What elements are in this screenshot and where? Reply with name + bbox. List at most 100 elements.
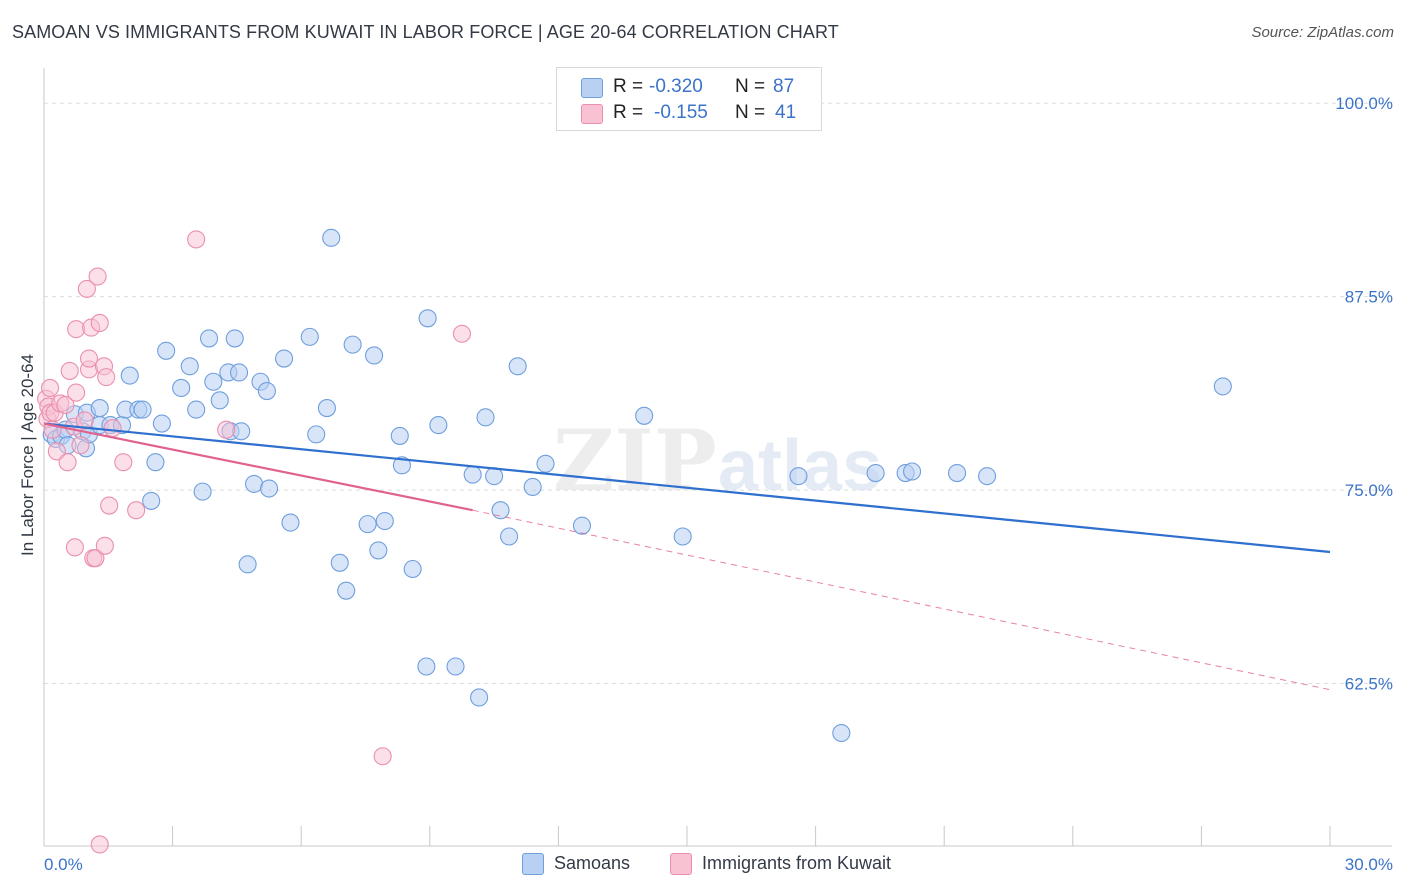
kuwait-point — [452, 324, 472, 343]
chart-title: SAMOAN VS IMMIGRANTS FROM KUWAIT IN LABO… — [12, 22, 839, 42]
y-tick-labels: 62.5% 75.0% 87.5% 100.0% — [1335, 94, 1393, 693]
samoans-point — [90, 399, 109, 418]
samoans-point — [337, 581, 356, 600]
kuwait-point — [97, 368, 116, 387]
samoans-point — [673, 527, 692, 546]
samoans-point — [225, 329, 244, 348]
kuwait-point — [65, 538, 84, 557]
kuwait-point — [40, 378, 60, 397]
kuwait-point — [67, 320, 86, 339]
kuwait-point — [88, 267, 107, 286]
kuwait-point — [71, 436, 90, 455]
samoans-point — [210, 391, 229, 410]
samoans-point — [418, 309, 437, 328]
kuwait-point — [77, 279, 96, 298]
samoans-point — [789, 467, 808, 486]
samoans-point — [403, 559, 422, 579]
kuwait-point — [60, 361, 79, 380]
samoans-point — [832, 723, 851, 743]
samoans-point — [390, 426, 409, 445]
samoans-point — [204, 372, 223, 391]
kuwait-points — [37, 230, 472, 854]
samoans-point — [523, 477, 542, 497]
samoans-point — [300, 327, 319, 346]
samoans-point — [120, 366, 139, 385]
legend-n-label: N = — [735, 102, 766, 123]
kuwait-point — [95, 536, 114, 555]
samoans-point — [572, 516, 592, 535]
samoans-point — [470, 688, 489, 707]
legend-swatch-kuwait — [581, 104, 603, 124]
samoans-point — [485, 467, 504, 486]
bottom-legend-swatch-kuwait — [670, 853, 692, 875]
y-tick-label: 75.0% — [1345, 481, 1393, 500]
x-tick-labels: 0.0% 30.0% — [44, 855, 1393, 874]
legend-r-value-samoans: -0.320 — [649, 76, 703, 97]
samoans-point — [238, 555, 257, 574]
kuwait-point — [90, 835, 109, 854]
kuwait-point — [67, 383, 86, 402]
samoans-point — [358, 515, 377, 534]
samoans-point — [429, 416, 448, 435]
y-tick-label: 100.0% — [1335, 94, 1393, 113]
legend-n-label: N = — [735, 76, 766, 97]
kuwait-point — [187, 230, 206, 249]
samoans-point — [244, 474, 264, 493]
kuwait-point — [127, 501, 146, 520]
samoans-point — [866, 464, 885, 483]
samoans-point — [491, 501, 510, 520]
kuwait-point — [100, 496, 119, 515]
samoans-point — [476, 408, 495, 427]
samoans-point — [635, 406, 654, 425]
samoans-point — [193, 482, 212, 501]
kuwait-point — [47, 442, 66, 461]
samoans-point — [307, 425, 326, 444]
samoans-point — [978, 467, 997, 486]
samoans-point — [180, 357, 199, 376]
kuwait-trend-line — [43, 422, 473, 512]
x-ticks — [172, 826, 1331, 846]
samoans-point — [157, 341, 176, 360]
samoans-point — [152, 414, 171, 433]
trend-lines — [43, 422, 1331, 691]
legend-n-value-kuwait: 41 — [775, 102, 797, 123]
samoans-point — [199, 329, 219, 348]
samoans-point — [343, 335, 362, 354]
kuwait-point — [75, 411, 94, 430]
source-credit: Source: ZipAtlas.com — [1251, 24, 1394, 41]
samoans-point — [1213, 377, 1232, 396]
kuwait-point — [103, 419, 122, 438]
x-tick-label-max: 30.0% — [1345, 855, 1393, 874]
samoans-point — [369, 541, 388, 560]
kuwait-point — [56, 395, 75, 415]
samoans-point — [330, 553, 349, 572]
samoans-point — [508, 357, 527, 376]
kuwait-point — [217, 420, 236, 439]
samoans-point — [392, 456, 411, 475]
kuwait-point — [58, 453, 77, 472]
kuwait-point — [86, 549, 105, 568]
legend-r-value-kuwait: -0.155 — [654, 102, 708, 123]
kuwait-point — [79, 349, 99, 368]
kuwait-point — [114, 453, 133, 472]
samoans-point — [275, 349, 294, 368]
x-tick-label-min: 0.0% — [44, 855, 83, 874]
samoans-point — [417, 657, 436, 676]
kuwait-point — [373, 747, 392, 766]
samoans-point — [146, 453, 165, 472]
y-tick-label: 87.5% — [1345, 288, 1393, 307]
samoans-point — [446, 657, 465, 676]
samoans-point — [142, 491, 161, 510]
samoans-point — [281, 513, 300, 532]
samoans-point — [463, 465, 482, 484]
watermark-zip: ZIP — [553, 411, 717, 510]
legend-r-label: R = — [613, 102, 644, 123]
samoans-point — [257, 381, 276, 401]
samoans-point — [322, 228, 341, 247]
kuwait-trend-line-dashed — [472, 509, 1331, 691]
gridlines — [44, 102, 1392, 685]
samoans-point — [187, 400, 206, 419]
samoans-point — [172, 378, 191, 397]
legend-n-value-samoans: 87 — [773, 76, 795, 97]
